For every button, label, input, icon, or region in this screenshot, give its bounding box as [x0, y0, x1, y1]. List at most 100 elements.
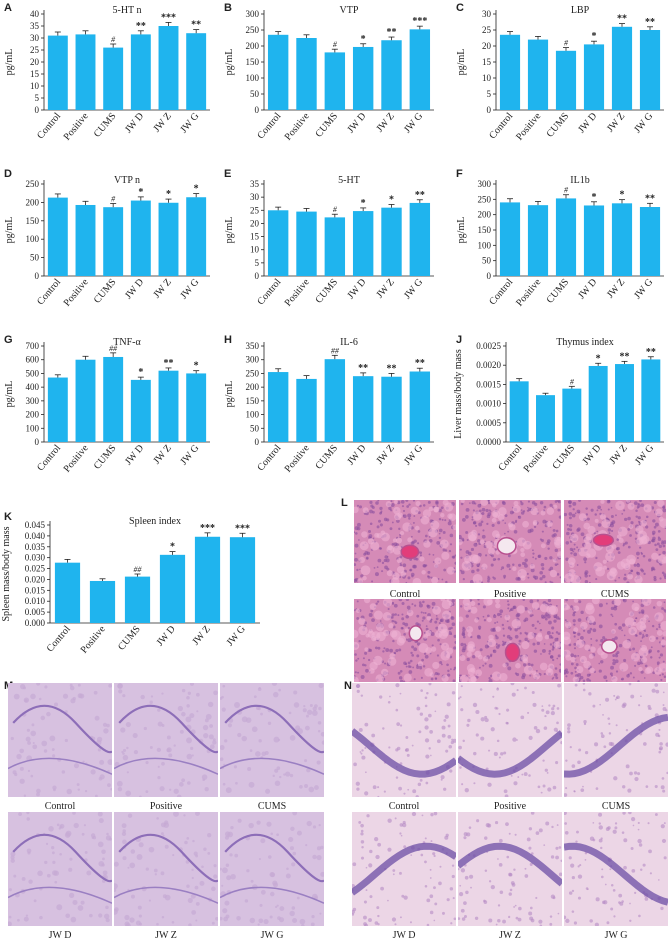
- y-tick-label: 150: [26, 216, 40, 226]
- y-tick-label: 10: [482, 73, 492, 83]
- y-tick-label: 0: [35, 105, 40, 115]
- significance-label: **: [387, 363, 397, 374]
- histology-caption: JW G: [604, 930, 628, 941]
- x-tick-label: JW G: [178, 443, 201, 468]
- y-tick-label: 150: [246, 396, 260, 406]
- significance-label: ***: [235, 523, 250, 534]
- x-tick-label: Positive: [283, 276, 313, 308]
- y-tick-label: 600: [26, 355, 40, 365]
- chart-panel-F: F IL1b 0 50 100 150 200 250 300 pg/mL Control Posit…: [452, 166, 670, 326]
- bar: [194, 536, 221, 623]
- chart-title: TNF-α: [113, 337, 141, 348]
- y-tick-label: 50: [30, 253, 40, 263]
- chart-panel-D: D VTP n 0 50 100 150 200 250 pg/mL Control Positiv…: [0, 166, 215, 326]
- x-tick-label: Control: [487, 111, 515, 142]
- bar-chart-B: VTP 0 50 100 150 200 250 300 pg/mL Control Positiv…: [224, 5, 434, 143]
- x-tick-label: Positive: [62, 276, 92, 308]
- y-axis-label: pg/mL: [224, 49, 235, 76]
- x-tick-label: JW Z: [374, 277, 396, 301]
- histology-image-M: [7, 681, 114, 798]
- significance-label: #: [111, 195, 116, 204]
- significance-label: *: [138, 367, 143, 378]
- y-tick-label: 0.005: [25, 607, 46, 617]
- histology-caption: CUMS: [601, 801, 631, 812]
- y-tick-label: 0.010: [25, 596, 46, 606]
- histology-image-L: [563, 498, 670, 585]
- x-tick-label: Positive: [522, 442, 552, 474]
- significance-label: ***: [200, 523, 215, 534]
- significance-label: #: [564, 186, 569, 195]
- y-tick-label: 300: [478, 179, 492, 189]
- y-tick-label: 300: [246, 9, 260, 19]
- significance-label: #: [333, 205, 338, 214]
- significance-label: **: [617, 14, 627, 25]
- significance-label: *: [592, 31, 597, 42]
- x-tick-label: Control: [35, 277, 63, 308]
- chart-panel-J: J Thymus index 0.0000 0.0005 0.0010 0.0015 0.0…: [452, 332, 670, 492]
- histology-caption: Positive: [493, 589, 527, 600]
- chart-panel-C: C LBP 0 5 10 15 20 25 30 pg/mL Control Positive # CUM…: [452, 0, 670, 160]
- x-tick-label: JW Z: [151, 277, 173, 301]
- y-tick-label: 50: [250, 423, 260, 433]
- y-tick-label: 20: [30, 57, 40, 67]
- histology-image-N: [563, 682, 670, 797]
- bar: [352, 376, 374, 442]
- x-tick-label: Control: [487, 277, 515, 308]
- x-tick-label: Control: [45, 624, 73, 655]
- bar: [409, 29, 431, 110]
- x-tick-label: JW D: [345, 111, 368, 136]
- bar: [409, 202, 431, 276]
- x-tick-label: JW G: [225, 624, 248, 649]
- y-tick-label: 0: [255, 271, 260, 281]
- y-tick-label: 5: [35, 93, 40, 103]
- x-tick-label: Positive: [514, 276, 544, 308]
- bar: [527, 39, 549, 110]
- histology-caption: Positive: [493, 801, 527, 812]
- y-tick-label: 100: [246, 73, 260, 83]
- bar: [409, 371, 431, 442]
- bar: [611, 203, 633, 276]
- x-tick-label: Control: [255, 111, 283, 142]
- chart-panel-A: A 5-HT n 0 5 10 15 20 25 30 35 40 pg/mL Control Posit…: [0, 0, 215, 160]
- panel-letter: N: [344, 680, 352, 692]
- bar: [229, 537, 256, 623]
- panel-L: L: [341, 497, 670, 797]
- y-tick-label: 250: [246, 368, 260, 378]
- histology-caption: Positive: [149, 801, 183, 812]
- y-tick-label: 700: [26, 341, 40, 351]
- histology-caption: JW G: [260, 930, 284, 941]
- panel-letter: L: [341, 497, 348, 509]
- panel-letter: E: [224, 168, 232, 180]
- x-tick-label: Positive: [79, 623, 109, 655]
- histology-image-M: [113, 681, 219, 800]
- y-tick-label: 10: [30, 81, 40, 91]
- bar: [381, 40, 402, 110]
- x-tick-label: JW G: [178, 277, 201, 302]
- y-axis-label: pg/mL: [224, 381, 235, 408]
- bar: [54, 562, 81, 623]
- y-tick-label: 250: [478, 194, 492, 204]
- significance-label: ##: [134, 565, 143, 574]
- x-tick-label: JW Z: [605, 277, 627, 301]
- y-tick-label: 0.020: [25, 574, 46, 584]
- x-tick-label: JW Z: [151, 111, 173, 135]
- x-tick-label: JW Z: [151, 443, 173, 467]
- x-tick-label: Control: [496, 443, 524, 474]
- y-tick-label: 35: [250, 179, 260, 189]
- bar: [130, 200, 151, 276]
- y-axis-label: pg/mL: [4, 381, 15, 408]
- histology-caption: Control: [388, 801, 420, 812]
- histology-caption: CUMS: [600, 589, 630, 600]
- bar: [47, 377, 68, 442]
- bar: [103, 207, 124, 276]
- y-axis-label: pg/mL: [4, 217, 15, 244]
- x-tick-label: CUMS: [92, 277, 119, 306]
- histology-image-L: [349, 596, 458, 686]
- bar: [499, 34, 521, 110]
- panel-N: N: [342, 680, 670, 916]
- bar: [158, 202, 179, 276]
- significance-label: *: [620, 190, 625, 201]
- x-tick-label: Control: [35, 111, 63, 142]
- x-tick-label: Positive: [62, 110, 92, 142]
